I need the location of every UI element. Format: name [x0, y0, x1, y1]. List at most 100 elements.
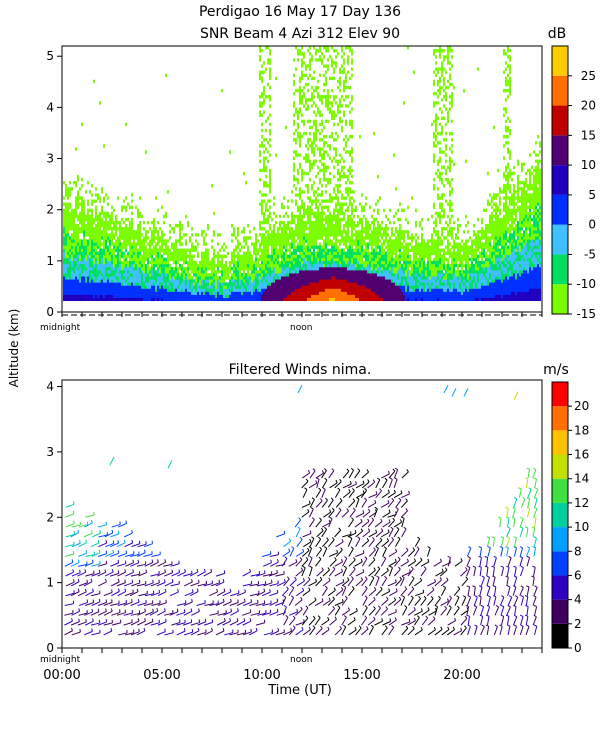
- snr-cell: [163, 270, 165, 274]
- snr-cell: [343, 202, 345, 206]
- snr-cell: [85, 233, 87, 237]
- snr-cell: [233, 257, 235, 262]
- snr-cell: [117, 266, 119, 271]
- snr-cell: [189, 260, 191, 265]
- snr-cell: [279, 282, 281, 286]
- snr-cell: [325, 233, 327, 237]
- snr-cell: [271, 291, 273, 295]
- snr-cell: [97, 288, 99, 292]
- snr-cell: [269, 282, 271, 286]
- snr-cell: [353, 220, 355, 225]
- snr-cell: [263, 260, 265, 265]
- snr-cell: [115, 297, 117, 302]
- snr-cell: [117, 279, 119, 283]
- snr-cell: [217, 257, 219, 262]
- snr-cell: [239, 260, 241, 265]
- snr-cell: [313, 236, 315, 240]
- snr-cell: [351, 217, 353, 222]
- snr-cell: [203, 266, 205, 271]
- snr-cell: [373, 242, 375, 246]
- snr-cell: [331, 297, 333, 302]
- snr-cell: [91, 248, 93, 252]
- snr-cell: [365, 276, 367, 280]
- snr-cell: [191, 291, 193, 295]
- snr-cell: [351, 150, 353, 154]
- snr-cell: [91, 294, 93, 298]
- snr-cell: [375, 282, 377, 286]
- snr-cell: [317, 294, 319, 298]
- snr-cell: [325, 49, 327, 53]
- snr-cell: [115, 294, 117, 298]
- snr-cell: [369, 224, 371, 228]
- snr-cell: [367, 273, 369, 277]
- snr-cell: [333, 297, 335, 302]
- snr-cell: [191, 260, 193, 265]
- snr-cell: [163, 251, 165, 256]
- snr-cell: [107, 257, 109, 262]
- snr-cell: [415, 248, 417, 252]
- snr-cell: [297, 153, 299, 157]
- snr-cell: [129, 224, 131, 228]
- snr-cell: [329, 257, 331, 262]
- snr-cell: [235, 276, 237, 280]
- snr-cell: [255, 233, 257, 237]
- snr-cell: [91, 217, 93, 222]
- snr-cell: [307, 82, 309, 87]
- snr-cell: [281, 230, 283, 234]
- snr-cell: [111, 257, 113, 262]
- snr-cell: [281, 276, 283, 280]
- snr-cell: [307, 107, 309, 111]
- snr-cell: [115, 270, 117, 274]
- snr-cell: [107, 224, 109, 228]
- snr-cell: [145, 285, 147, 289]
- snr-cell: [321, 147, 323, 151]
- snr-cell: [369, 242, 371, 246]
- snr-cell: [117, 254, 119, 259]
- snr-cell: [375, 260, 377, 265]
- snr-cell: [91, 270, 93, 274]
- snr-cell: [75, 297, 77, 302]
- snr-cell: [159, 285, 161, 289]
- figure-title-line2: SNR Beam 4 Azi 312 Elev 90: [200, 26, 400, 42]
- snr-cell: [325, 217, 327, 222]
- snr-cell: [375, 270, 377, 274]
- snr-cell: [335, 205, 337, 209]
- snr-cell: [309, 125, 311, 130]
- snr-cell: [259, 101, 261, 105]
- snr-cell: [149, 294, 151, 298]
- snr-cell: [103, 285, 105, 289]
- snr-cell: [343, 52, 345, 56]
- snr-cell: [183, 285, 185, 289]
- snr-cell: [311, 251, 313, 256]
- snr-cell: [169, 254, 171, 259]
- snr-cell: [383, 254, 385, 259]
- snr-cell: [105, 279, 107, 283]
- snr-cell: [137, 236, 139, 240]
- snr-cell: [85, 285, 87, 289]
- snr-cell: [69, 181, 71, 185]
- snr-cell: [231, 233, 233, 237]
- snr-cell: [233, 266, 235, 271]
- snr-cell: [341, 70, 343, 74]
- snr-cell: [265, 239, 267, 243]
- snr-cell: [73, 254, 75, 259]
- snr-cell: [123, 205, 125, 209]
- snr-cell: [363, 236, 365, 240]
- snr-cell: [153, 288, 155, 292]
- snr-cell: [133, 251, 135, 256]
- snr-cell: [355, 233, 357, 237]
- snr-cell: [291, 282, 293, 286]
- snr-cell: [381, 276, 383, 280]
- snr-cell: [331, 217, 333, 222]
- snr-cell: [181, 251, 183, 256]
- snr-cell: [409, 248, 411, 252]
- snr-cell: [313, 248, 315, 252]
- snr-cell: [135, 245, 137, 249]
- snr-cell: [353, 288, 355, 292]
- snr-cell: [181, 248, 183, 252]
- snr-cell: [415, 242, 417, 246]
- snr-cell: [111, 217, 113, 222]
- snr-cell: [133, 257, 135, 262]
- snr-cell: [171, 297, 173, 302]
- snr-cell: [197, 254, 199, 259]
